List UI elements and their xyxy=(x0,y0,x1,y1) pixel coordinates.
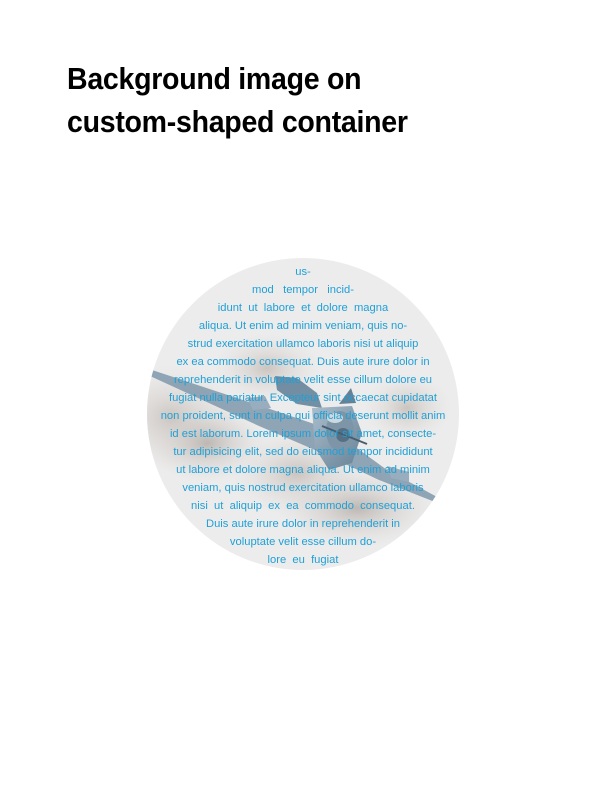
text-line: mod tempor incid- xyxy=(252,284,354,296)
text-line: id est laborum. Lorem ipsum dolor sit am… xyxy=(169,428,437,440)
text-line: non proident, sunt in culpa qui officia … xyxy=(160,410,446,422)
text-line: strud exercitation ullamco laboris nisi … xyxy=(187,338,419,350)
text-line: reprehenderit in voluptate velit esse ci… xyxy=(173,374,433,386)
page-title-line-2: custom-shaped container xyxy=(67,104,408,139)
text-line: fugiat nulla pariatur. Excepteur sint oc… xyxy=(168,392,438,404)
airplane-silhouette xyxy=(150,370,439,502)
text-line: Duis aute irure dolor in reprehenderit i… xyxy=(205,518,401,530)
text-line: veniam, quis nostrud exercitation ullamc… xyxy=(182,482,424,494)
text-line: voluptate velit esse cillum do- xyxy=(229,536,377,548)
airplane-image xyxy=(147,333,452,548)
circular-image-container xyxy=(147,258,459,570)
text-line: aliqua. Ut enim ad minim veniam, quis no… xyxy=(198,320,408,332)
text-line: idunt ut labore et dolore magna xyxy=(217,302,389,314)
shaped-text-block: us-mod tempor incid-idunt ut labore et d… xyxy=(145,263,461,569)
text-line: lore eu fugiat xyxy=(267,554,339,566)
text-line: ut labore et dolore magna aliqua. Ut eni… xyxy=(176,464,430,476)
page-title: Background image on custom-shaped contai… xyxy=(67,57,490,143)
text-line: us- xyxy=(295,266,311,278)
smoke-cloud xyxy=(277,468,437,548)
text-line: nisi ut aliquip ex ea commodo consequat. xyxy=(191,500,415,512)
page-title-line-1: Background image on xyxy=(67,61,362,96)
text-line: tur adipisicing elit, sed do eiusmod tem… xyxy=(173,446,433,458)
smoke-cloud xyxy=(362,373,452,443)
text-line: ex ea commodo consequat. Duis aute irure… xyxy=(176,356,430,368)
